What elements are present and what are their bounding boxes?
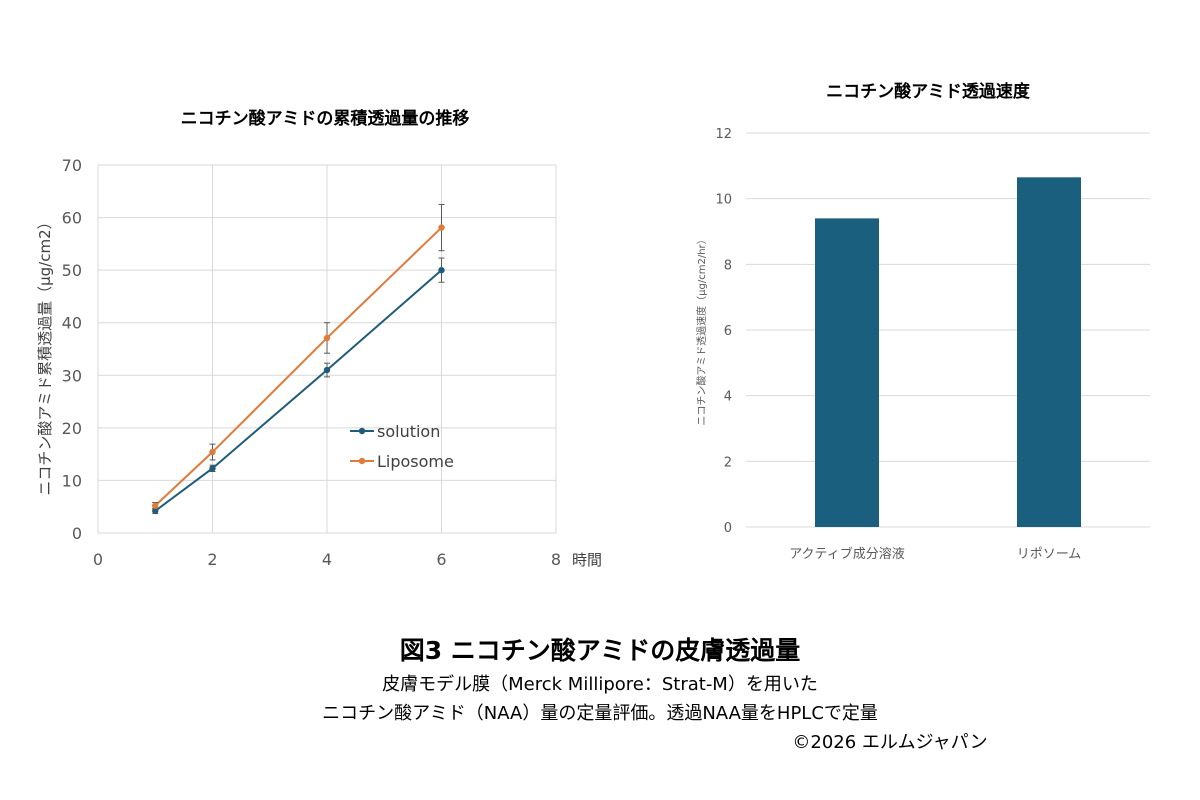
data-point <box>323 334 331 342</box>
caption-line-2: ニコチン酸アミド（NAA）量の定量評価。透過NAA量をHPLCで定量 <box>322 703 878 724</box>
bar-chart-category-label: アクティブ成分溶液 <box>789 546 905 562</box>
legend-item-liposome: Liposome <box>350 452 454 471</box>
bar-chart-y-tick-label: 6 <box>724 324 732 339</box>
line-chart-x-tick-label: 2 <box>207 550 217 569</box>
bar-chart-title: ニコチン酸アミド透過速度 <box>826 81 1031 102</box>
line-chart-y-tick-label: 40 <box>62 314 82 333</box>
line-chart-title: ニコチン酸アミドの累積透過量の推移 <box>181 108 470 129</box>
bar-chart: ニコチン酸アミド透過速度 0 2 4 6 8 10 12 ニコチン酸アミド透過速度（μg/c… <box>695 81 1150 562</box>
line-chart-x-tick-label: 8 <box>551 550 561 569</box>
series-solution <box>152 257 445 515</box>
data-point <box>152 502 159 509</box>
bar-chart-y-tick-label: 10 <box>715 193 732 208</box>
line-chart-y-tick-label: 0 <box>72 524 82 543</box>
bar-chart-y-tick-label: 0 <box>724 521 732 536</box>
line-chart-y-tick-label: 60 <box>62 209 82 228</box>
data-point <box>209 465 216 472</box>
bar-2 <box>1017 177 1081 527</box>
bar-chart-category-label: リポソーム <box>1017 547 1082 562</box>
line-chart-y-tick-label: 50 <box>62 261 82 280</box>
data-point <box>323 366 331 374</box>
figure-caption: 図3 ニコチン酸アミドの皮膚透過量 皮膚モデル膜（Merck Millipore… <box>0 632 1200 757</box>
line-chart-x-tick-label: 0 <box>93 550 103 569</box>
line-chart-y-tick-label: 30 <box>62 366 82 385</box>
bar-chart-y-tick-label: 8 <box>724 258 732 273</box>
bar-1 <box>815 218 879 527</box>
series-line-solution <box>154 269 443 512</box>
line-chart-y-tick-label: 20 <box>62 419 82 438</box>
series-line-liposome <box>154 226 443 507</box>
line-chart-x-axis-label: 時間 <box>572 551 602 569</box>
line-chart-legend: solution Liposome <box>350 422 454 471</box>
line-chart-x-tick-label: 6 <box>436 550 446 569</box>
bar-chart-y-tick-label: 2 <box>724 455 732 470</box>
data-point <box>152 507 159 515</box>
data-point <box>209 448 216 456</box>
bar-chart-y-tick-label: 12 <box>715 127 732 142</box>
bar-chart-y-tick-label: 4 <box>724 390 732 405</box>
line-chart-y-tick-label: 70 <box>62 156 82 175</box>
line-chart-x-tick-label: 4 <box>322 550 332 569</box>
legend-item-solution: solution <box>350 422 440 441</box>
line-chart-y-tick-label: 10 <box>62 471 82 490</box>
bar-chart-y-axis-label: ニコチン酸アミド透過速度（μg/cm2/hr） <box>695 234 708 425</box>
caption-line-1: 皮膚モデル膜（Merck Millipore：Strat-M）を用いた <box>382 674 818 695</box>
legend-label: solution <box>377 422 440 441</box>
series-liposome <box>152 203 445 510</box>
caption-title: 図3 ニコチン酸アミドの皮膚透過量 <box>399 636 801 665</box>
data-point <box>438 266 445 274</box>
data-point <box>438 224 445 231</box>
line-chart: ニコチン酸アミドの累積透過量の推移 0 10 20 30 40 50 60 70 0 2 4 6 8 ニ… <box>36 108 602 569</box>
legend-label: Liposome <box>377 452 454 471</box>
caption-copyright: ©2026 エルムジャパン <box>792 732 988 753</box>
line-chart-y-axis-label: ニコチン酸アミド累積透過量（μg/cm2） <box>36 214 54 495</box>
